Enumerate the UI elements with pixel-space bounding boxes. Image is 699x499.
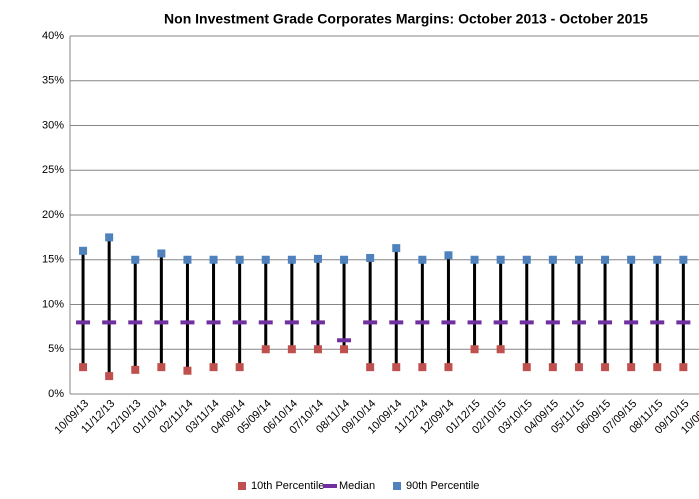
percentile-marker (79, 363, 88, 372)
median-marker (206, 320, 221, 325)
y-tick-label: 40% (42, 30, 64, 42)
percentile-marker (392, 363, 401, 372)
legend-label: 90th Percentile (406, 480, 479, 492)
legend-label: Median (339, 480, 375, 492)
percentile-marker (183, 366, 192, 375)
median-marker (154, 320, 169, 325)
median-marker (76, 320, 91, 325)
percentile-marker (444, 251, 453, 260)
percentile-marker (209, 363, 218, 372)
percentile-marker (105, 233, 114, 242)
percentile-marker (418, 255, 427, 264)
median-marker (180, 320, 195, 325)
y-tick-label: 20% (42, 209, 64, 221)
percentile-marker (627, 363, 636, 372)
median-marker (493, 320, 508, 325)
percentile-marker (340, 345, 349, 354)
legend-label: 10th Percentile (251, 480, 324, 492)
percentile-marker (261, 345, 270, 354)
percentile-marker (340, 255, 349, 264)
percentile-marker (653, 363, 662, 372)
percentile-marker (313, 345, 322, 354)
percentile-marker (157, 363, 166, 372)
percentile-marker (496, 345, 505, 354)
percentile-marker (444, 363, 453, 372)
percentile-marker (418, 363, 427, 372)
legend-swatch (323, 484, 337, 488)
median-marker (389, 320, 404, 325)
legend-swatch (238, 482, 246, 490)
median-marker (310, 320, 325, 325)
y-tick-label: 10% (42, 298, 64, 310)
median-marker (519, 320, 534, 325)
percentile-marker (601, 255, 610, 264)
percentile-marker (366, 363, 375, 372)
median-marker (598, 320, 613, 325)
median-marker (441, 320, 456, 325)
percentile-marker (261, 255, 270, 264)
percentile-marker (183, 255, 192, 264)
percentile-marker (131, 365, 140, 374)
median-marker (258, 320, 273, 325)
legend-swatch (393, 482, 401, 490)
percentile-marker (548, 255, 557, 264)
median-marker (232, 320, 247, 325)
percentile-marker (496, 255, 505, 264)
percentile-marker (601, 363, 610, 372)
percentile-marker (679, 255, 688, 264)
median-marker (467, 320, 482, 325)
percentile-marker (131, 255, 140, 264)
y-tick-label: 5% (48, 343, 64, 355)
median-marker (415, 320, 430, 325)
percentile-marker (679, 363, 688, 372)
percentile-marker (548, 363, 557, 372)
median-marker (102, 320, 117, 325)
percentile-marker (366, 253, 375, 262)
percentile-marker (392, 244, 401, 253)
median-marker (650, 320, 665, 325)
percentile-marker (627, 255, 636, 264)
chart-title: Non Investment Grade Corporates Margins:… (164, 11, 648, 27)
percentile-marker (209, 255, 218, 264)
y-tick-label: 35% (42, 75, 64, 87)
percentile-marker (235, 255, 244, 264)
y-tick-label: 25% (42, 164, 64, 176)
y-tick-label: 0% (48, 388, 64, 400)
median-marker (363, 320, 378, 325)
percentile-marker (287, 255, 296, 264)
median-marker (624, 320, 639, 325)
percentile-marker (235, 363, 244, 372)
percentile-marker (79, 246, 88, 255)
percentile-marker (470, 255, 479, 264)
percentile-marker (522, 255, 531, 264)
percentile-marker (470, 345, 479, 354)
percentile-marker (522, 363, 531, 372)
y-tick-label: 15% (42, 254, 64, 266)
percentile-marker (574, 255, 583, 264)
median-marker (571, 320, 586, 325)
percentile-marker (287, 345, 296, 354)
percentile-marker (157, 249, 166, 258)
median-marker (545, 320, 560, 325)
median-marker (284, 320, 299, 325)
median-marker (676, 320, 691, 325)
y-tick-label: 30% (42, 119, 64, 131)
median-marker (337, 338, 352, 343)
percentile-marker (105, 372, 114, 381)
percentile-marker (574, 363, 583, 372)
percentile-marker (313, 254, 322, 263)
percentile-marker (653, 255, 662, 264)
median-marker (128, 320, 143, 325)
